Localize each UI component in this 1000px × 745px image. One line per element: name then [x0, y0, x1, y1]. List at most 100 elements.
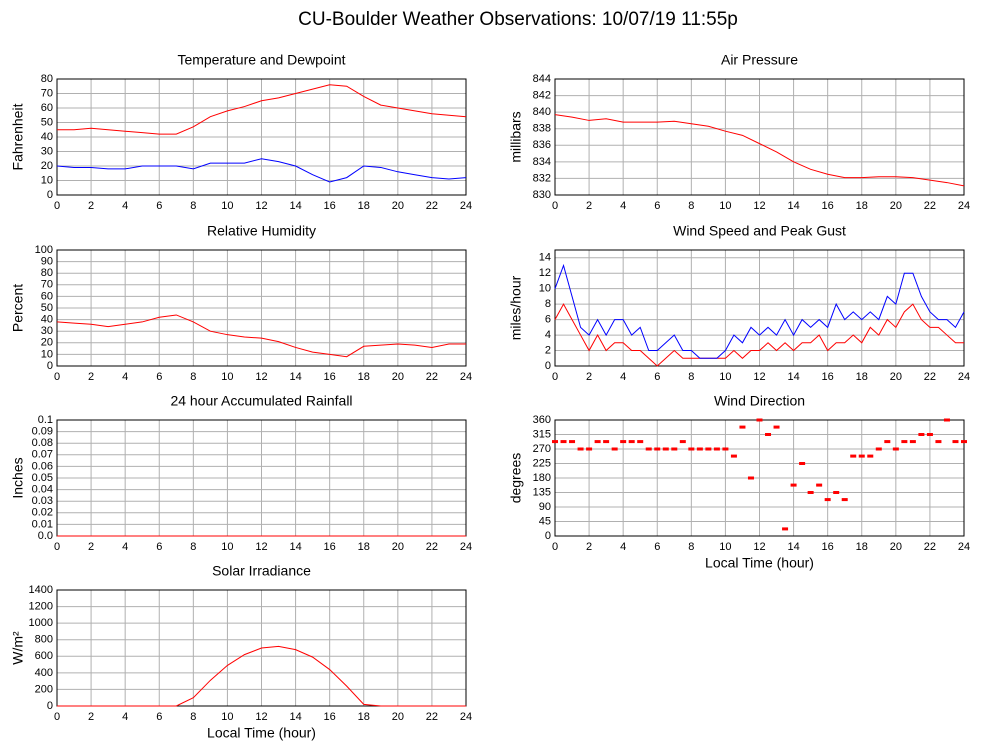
data-point [756, 418, 763, 422]
y-tick-label: 60 [41, 102, 53, 114]
y-tick-label: 12 [539, 267, 551, 279]
data-point [611, 447, 618, 451]
y-tick-label: 225 [533, 457, 551, 469]
x-tick-label: 4 [122, 200, 128, 212]
y-tick-label: 0.05 [32, 472, 53, 484]
x-tick-label: 18 [856, 371, 868, 383]
data-point [637, 440, 644, 444]
y-tick-label: 1400 [29, 584, 53, 596]
y-tick-label: 842 [533, 89, 551, 101]
x-tick-label: 22 [924, 541, 936, 553]
data-point [696, 447, 703, 451]
x-tick-label: 4 [620, 371, 626, 383]
x-tick-label: 8 [688, 541, 694, 553]
data-point [739, 425, 746, 429]
y-tick-label: 0.09 [32, 426, 53, 438]
y-axis-label: W/m² [10, 631, 26, 665]
data-point [594, 440, 601, 444]
x-tick-label: 10 [221, 200, 233, 212]
x-tick-label: 0 [54, 200, 60, 212]
x-tick-label: 22 [924, 371, 936, 383]
x-tick-label: 14 [289, 711, 301, 723]
y-tick-label: 0.1 [38, 414, 53, 426]
x-tick-label: 16 [822, 200, 834, 212]
x-tick-label: 14 [787, 200, 799, 212]
x-tick-label: 18 [856, 200, 868, 212]
y-tick-label: 836 [533, 139, 551, 151]
x-tick-label: 8 [688, 371, 694, 383]
y-tick-label: 20 [41, 337, 53, 349]
y-tick-label: 830 [533, 189, 551, 201]
y-tick-label: 0.04 [32, 484, 53, 496]
x-tick-label: 24 [958, 371, 970, 383]
x-tick-label: 8 [190, 541, 196, 553]
x-tick-label: 6 [654, 541, 660, 553]
x-tick-label: 22 [426, 541, 438, 553]
x-tick-label: 24 [460, 200, 472, 212]
x-tick-label: 20 [392, 711, 404, 723]
data-point [586, 447, 593, 451]
y-tick-label: 838 [533, 123, 551, 135]
data-line [57, 645, 466, 707]
data-point [560, 440, 567, 444]
x-tick-label: 8 [190, 371, 196, 383]
y-tick-label: 0 [545, 360, 551, 372]
y-tick-label: 1200 [29, 600, 53, 612]
data-point [833, 491, 840, 494]
x-tick-label: 4 [122, 371, 128, 383]
y-tick-label: 200 [35, 683, 53, 695]
x-tick-label: 20 [890, 200, 902, 212]
x-tick-label: 4 [620, 541, 626, 553]
y-tick-label: 0.02 [32, 507, 53, 519]
page-title: CU-Boulder Weather Observations: 10/07/1… [298, 9, 738, 30]
x-tick-label: 22 [426, 371, 438, 383]
chart-title: Relative Humidity [207, 223, 316, 239]
y-tick-label: 832 [533, 172, 551, 184]
data-point [909, 440, 916, 444]
x-tick-label: 2 [586, 371, 592, 383]
data-point [943, 418, 950, 422]
x-tick-label: 14 [787, 541, 799, 553]
x-tick-label: 16 [324, 200, 336, 212]
y-tick-label: 840 [533, 106, 551, 118]
y-tick-label: 8 [545, 298, 551, 310]
y-tick-label: 70 [41, 87, 53, 99]
y-tick-label: 0 [47, 360, 53, 372]
y-tick-label: 315 [533, 428, 551, 440]
x-tick-label: 6 [654, 371, 660, 383]
x-tick-label: 24 [958, 200, 970, 212]
data-point [875, 447, 882, 451]
x-tick-label: 12 [255, 711, 267, 723]
y-tick-label: 0.07 [32, 449, 53, 461]
chart-title: Wind Speed and Peak Gust [673, 223, 846, 239]
data-point [620, 440, 627, 444]
y-tick-label: 10 [41, 348, 53, 360]
x-tick-label: 18 [358, 200, 370, 212]
y-axis-label: millibars [508, 111, 524, 162]
data-point [892, 447, 899, 451]
y-axis-label: miles/hour [508, 275, 524, 340]
x-tick-label: 12 [753, 371, 765, 383]
y-tick-label: 80 [41, 73, 53, 85]
y-tick-label: 14 [539, 252, 551, 264]
y-tick-label: 4 [545, 329, 551, 341]
x-tick-label: 22 [924, 200, 936, 212]
y-axis-label: degrees [508, 453, 524, 504]
y-tick-label: 2 [545, 344, 551, 356]
y-tick-label: 844 [533, 73, 551, 85]
data-point [773, 425, 780, 429]
data-point [935, 440, 942, 444]
data-point [688, 447, 695, 451]
y-axis-label: Fahrenheit [10, 103, 26, 170]
x-tick-label: 24 [958, 541, 970, 553]
data-line [57, 84, 467, 135]
y-tick-label: 50 [41, 302, 53, 314]
x-tick-label: 10 [719, 541, 731, 553]
x-tick-label: 16 [822, 541, 834, 553]
x-tick-label: 12 [753, 541, 765, 553]
y-tick-label: 0.01 [32, 518, 53, 530]
x-tick-label: 16 [822, 371, 834, 383]
data-point [603, 440, 610, 444]
y-tick-label: 0 [47, 700, 53, 712]
y-tick-label: 80 [41, 267, 53, 279]
